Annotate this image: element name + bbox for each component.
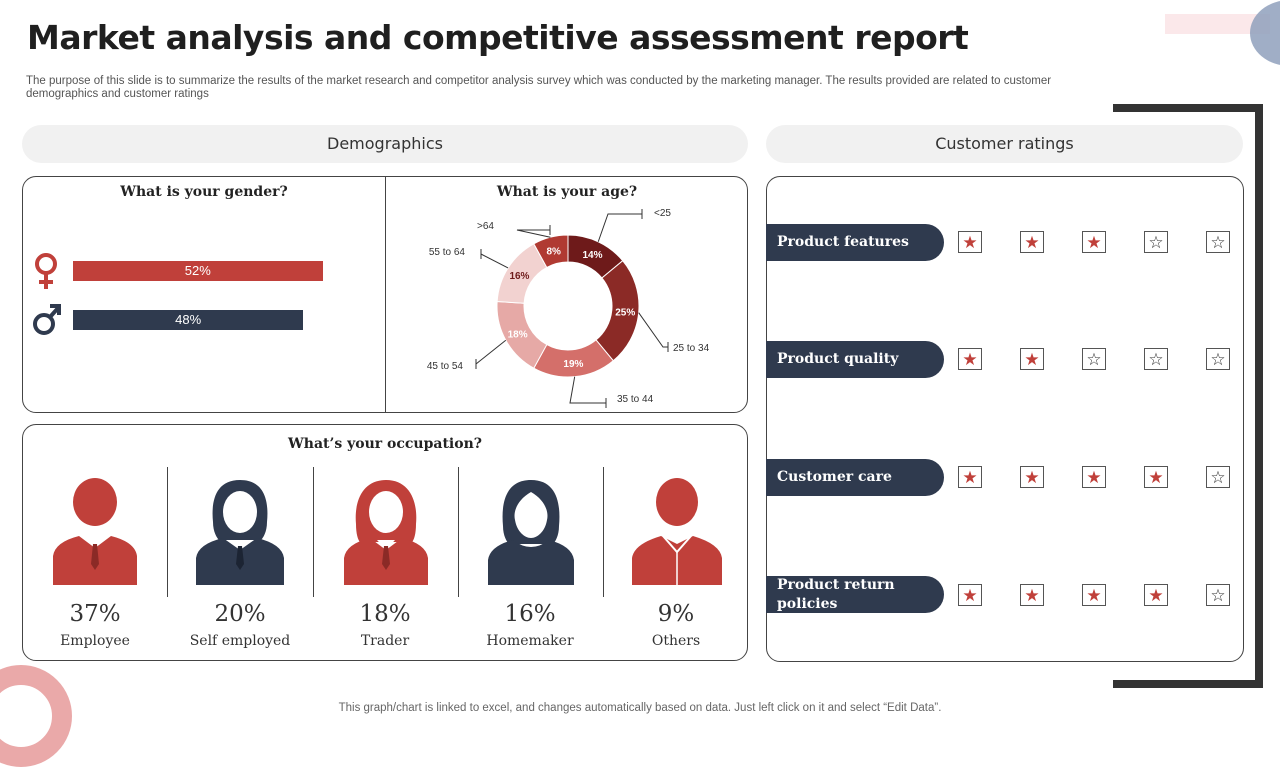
star-filled-icon: ★	[1082, 584, 1106, 606]
age-category-label-4: 55 to 64	[429, 247, 466, 258]
star-empty-icon: ☆	[1144, 231, 1168, 253]
star-filled-icon: ★	[958, 348, 982, 370]
star-filled-icon: ★	[1144, 584, 1168, 606]
age-slice-value-4: 16%	[509, 271, 529, 282]
star-empty-icon: ☆	[1206, 466, 1230, 488]
star-filled-icon: ★	[958, 466, 982, 488]
self-employed-percent: 20%	[214, 601, 266, 627]
star-filled-icon: ★	[1020, 466, 1044, 488]
self-employed-figure-icon	[195, 478, 285, 591]
star-empty-icon: ☆	[1144, 348, 1168, 370]
homemaker-label: Homemaker	[486, 633, 574, 649]
occupation-divider	[458, 467, 459, 597]
age-slice-value-3: 18%	[508, 330, 528, 341]
age-slice-5	[533, 234, 569, 269]
demographics-divider	[385, 177, 386, 412]
decorative-frame-bottom	[1113, 680, 1263, 688]
age-category-label-3: 45 to 54	[427, 361, 464, 372]
demographics-header: Demographics	[22, 125, 748, 163]
age-slice-value-2: 19%	[563, 359, 583, 370]
occupation-divider	[167, 467, 168, 597]
age-callout-line-0	[597, 213, 642, 242]
others-figure-icon	[631, 478, 723, 591]
age-question: What is your age?	[496, 184, 638, 200]
employee-percent: 37%	[69, 601, 121, 627]
age-callout-line-4	[480, 253, 509, 269]
male-bar: 48%	[73, 310, 304, 330]
employee-label: Employee	[60, 633, 130, 649]
male-icon	[32, 301, 62, 337]
trader-percent: 18%	[359, 601, 411, 627]
age-category-label-1: 25 to 34	[673, 343, 710, 354]
trader-figure-icon	[342, 478, 430, 591]
footer-note: This graph/chart is linked to excel, and…	[338, 702, 942, 714]
trader-label: Trader	[360, 633, 410, 649]
star-empty-icon: ☆	[1206, 231, 1230, 253]
star-empty-icon: ☆	[1206, 584, 1230, 606]
employee-figure-icon	[51, 478, 139, 591]
star-filled-icon: ★	[1020, 348, 1044, 370]
self-employed-label: Self employed	[189, 633, 291, 649]
decorative-frame-right	[1255, 104, 1263, 688]
age-callout-line-3	[475, 339, 507, 365]
rating-label-product-features: Product features	[766, 224, 944, 261]
decorative-circle	[1250, 0, 1280, 66]
star-empty-icon: ☆	[1082, 348, 1106, 370]
star-filled-icon: ★	[1144, 466, 1168, 488]
star-filled-icon: ★	[958, 231, 982, 253]
occupation-divider	[313, 467, 314, 597]
star-filled-icon: ★	[1082, 231, 1106, 253]
occupation-divider	[603, 467, 604, 597]
age-slice-value-0: 14%	[582, 250, 602, 261]
decorative-frame-top	[1113, 104, 1263, 112]
rating-label-product-quality: Product quality	[766, 341, 944, 378]
others-percent: 9%	[657, 601, 695, 627]
gender-question: What is your gender?	[120, 184, 288, 200]
page-subtitle: The purpose of this slide is to summariz…	[26, 75, 1052, 100]
decorative-rectangle	[1165, 14, 1270, 34]
female-icon	[32, 251, 60, 291]
homemaker-percent: 16%	[504, 601, 556, 627]
star-filled-icon: ★	[958, 584, 982, 606]
age-callout-line-1	[638, 312, 668, 348]
age-donut-chart: 14% <25 25% 25 to 34 19% 35 to 44 18% 45 to 54 1…	[427, 208, 710, 408]
occupation-question: What’s your occupation?	[288, 436, 482, 452]
age-slice-value-1: 25%	[615, 307, 635, 318]
star-filled-icon: ★	[1020, 584, 1044, 606]
rating-label-product-return-policies: Product return policies	[766, 576, 944, 613]
star-empty-icon: ☆	[1206, 348, 1230, 370]
star-filled-icon: ★	[1020, 231, 1044, 253]
star-filled-icon: ★	[1082, 466, 1106, 488]
rating-label-customer-care: Customer care	[766, 459, 944, 496]
age-category-label-2: 35 to 44	[617, 394, 654, 405]
age-category-label-0: <25	[654, 208, 671, 219]
ratings-header: Customer ratings	[766, 125, 1243, 163]
age-callout-line-5	[516, 229, 551, 238]
age-slice-value-5: 8%	[546, 246, 561, 257]
homemaker-figure-icon	[487, 478, 575, 591]
page-title: Market analysis and competitive assessme…	[27, 18, 969, 57]
age-category-label-5: >64	[477, 221, 494, 232]
others-label: Others	[651, 633, 701, 649]
decorative-ring	[0, 665, 72, 767]
age-callout-line-2	[569, 376, 606, 404]
female-bar: 52%	[73, 261, 323, 281]
